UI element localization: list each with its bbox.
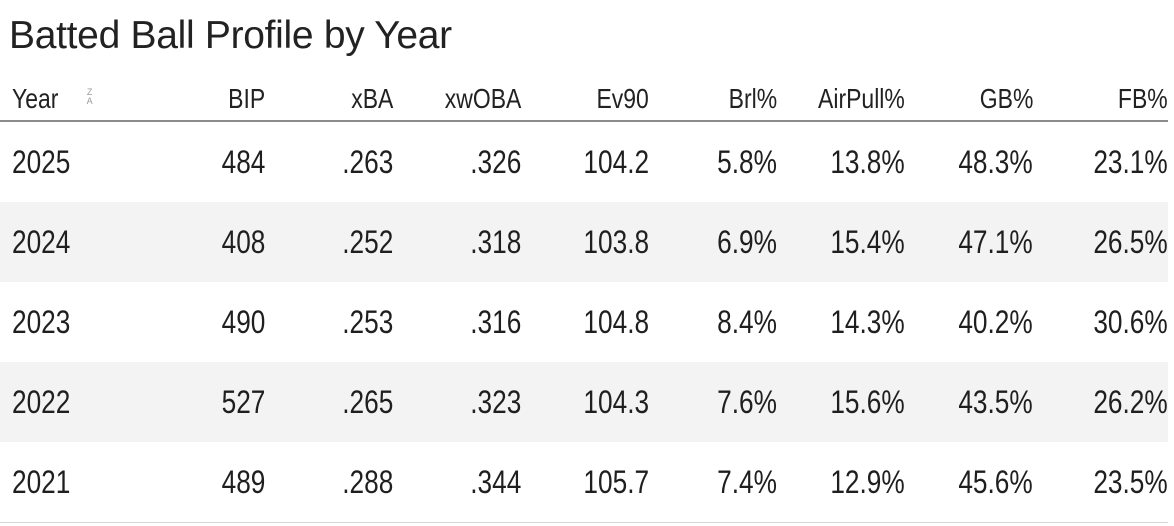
cell-bip: 484 [221, 143, 265, 180]
cell-xba: .288 [341, 463, 393, 500]
cell-airpull-pct: 15.4% [777, 202, 905, 282]
cell-fb-pct: 30.6% [1093, 303, 1168, 340]
cell-xwoba: .344 [469, 463, 521, 500]
column-header-xwoba[interactable]: xwOBA [444, 83, 521, 114]
cell-ev90: 103.8 [521, 202, 649, 282]
cell-brl-pct: 6.9% [649, 202, 777, 282]
cell-xba: .263 [341, 143, 393, 180]
cell-ev90: 104.3 [521, 362, 649, 442]
cell-brl-pct: 5.8% [717, 143, 777, 180]
cell-airpull-pct: 14.3% [830, 303, 905, 340]
column-header-gb-pct[interactable]: GB% [979, 83, 1033, 114]
cell-airpull-pct: 13.8% [830, 143, 905, 180]
column-header-airpull-pct[interactable]: AirPull% [818, 83, 905, 114]
cell-year: 2022 [0, 362, 140, 442]
column-header-brl-pct[interactable]: Brl% [728, 83, 777, 114]
table-title: Batted Ball Profile by Year [9, 14, 452, 57]
column-header-xba[interactable]: xBA [350, 83, 393, 114]
table-row: 2021 489 .288 .344 105.7 7.4% 12.9% 45.6… [0, 442, 1168, 523]
cell-ev90: 104.2 [583, 143, 649, 180]
cell-bip: 408 [140, 202, 265, 282]
cell-ev90: 105.7 [583, 463, 649, 500]
cell-fb-pct: 23.1% [1093, 143, 1168, 180]
cell-bip: 489 [221, 463, 265, 500]
cell-xwoba: .316 [469, 303, 521, 340]
cell-brl-pct: 7.6% [649, 362, 777, 442]
table-row: 2025 484 .263 .326 104.2 5.8% 13.8% 48.3… [0, 121, 1168, 202]
cell-airpull-pct: 15.6% [777, 362, 905, 442]
cell-gb-pct: 43.5% [905, 362, 1033, 442]
cell-xwoba: .326 [469, 143, 521, 180]
cell-xwoba: .318 [393, 202, 521, 282]
column-header-ev90[interactable]: Ev90 [596, 83, 649, 114]
cell-year: 2025 [12, 143, 71, 180]
column-header-label: Year [12, 83, 59, 114]
cell-ev90: 104.8 [583, 303, 649, 340]
cell-year: 2023 [12, 303, 71, 340]
cell-xwoba: .323 [393, 362, 521, 442]
cell-xba: .265 [265, 362, 393, 442]
cell-fb-pct: 23.5% [1093, 463, 1168, 500]
cell-gb-pct: 45.6% [958, 463, 1033, 500]
cell-year: 2024 [0, 202, 140, 282]
cell-bip: 490 [221, 303, 265, 340]
cell-airpull-pct: 12.9% [830, 463, 905, 500]
column-header-fb-pct[interactable]: FB% [1118, 83, 1168, 114]
cell-xba: .252 [265, 202, 393, 282]
cell-bip: 527 [140, 362, 265, 442]
column-header-year[interactable]: Year Z A [0, 78, 140, 121]
table-row: 2024 408 .252 .318 103.8 6.9% 15.4% 47.1… [0, 202, 1168, 282]
table-row: 2022 527 .265 .323 104.3 7.6% 15.6% 43.5… [0, 362, 1168, 442]
cell-gb-pct: 40.2% [958, 303, 1033, 340]
cell-fb-pct: 26.5% [1033, 202, 1168, 282]
cell-brl-pct: 8.4% [717, 303, 777, 340]
cell-gb-pct: 47.1% [905, 202, 1033, 282]
cell-year: 2021 [12, 463, 71, 500]
cell-gb-pct: 48.3% [958, 143, 1033, 180]
cell-fb-pct: 26.2% [1033, 362, 1168, 442]
column-header-bip[interactable]: BIP [227, 83, 265, 114]
cell-brl-pct: 7.4% [717, 463, 777, 500]
cell-xba: .253 [341, 303, 393, 340]
table-row: 2023 490 .253 .316 104.8 8.4% 14.3% 40.2… [0, 282, 1168, 362]
batted-ball-table: Year Z A BIP xBA xwOBA Ev90 Brl% AirPull% … [0, 78, 1168, 523]
table-header-row: Year Z A BIP xBA xwOBA Ev90 Brl% AirPull% … [0, 78, 1168, 121]
